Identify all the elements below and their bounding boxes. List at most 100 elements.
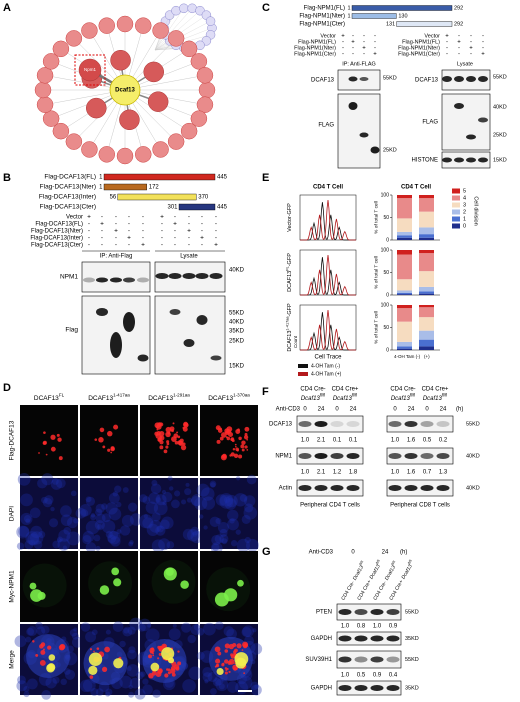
blot-membrane (81, 261, 151, 293)
blot-band (478, 117, 488, 123)
red-signal (243, 672, 246, 675)
condition-sign: - (174, 242, 176, 249)
red-signal (236, 449, 239, 452)
red-signal (215, 658, 221, 664)
condition-sign: - (446, 52, 448, 58)
bar-segment (419, 305, 434, 308)
nucleus-texture (48, 518, 59, 528)
nucleus-texture (129, 513, 143, 526)
condition-sign: + (141, 242, 145, 249)
condition-sign: - (88, 235, 90, 242)
green-signal (88, 665, 98, 675)
label-part: Dcaf13 (369, 564, 382, 581)
condition-sign: - (352, 52, 354, 58)
bar-segment (397, 235, 412, 238)
nucleus-texture (145, 628, 160, 643)
micrograph (140, 405, 198, 476)
blot-band (404, 485, 418, 491)
condition-sign: - (215, 228, 217, 235)
red-signal (177, 661, 182, 666)
network-node (205, 16, 216, 26)
nucleus-texture (167, 475, 173, 481)
nucleus-texture (101, 519, 116, 534)
nucleus-texture (192, 531, 198, 537)
nucleus-texture (41, 496, 48, 504)
green-signal (163, 567, 177, 581)
nucleus-texture (108, 492, 120, 504)
micrograph (80, 405, 138, 476)
nucleus-texture (112, 491, 118, 497)
green-signal (47, 663, 56, 672)
condition-sign: - (215, 221, 217, 228)
red-signal (183, 421, 189, 427)
condition-sign: + (187, 228, 191, 235)
blot-band (314, 485, 328, 491)
red-signal (244, 426, 250, 432)
condition-name: Flag-DCAF13(Cter) (31, 243, 83, 249)
nucleus-texture (63, 527, 71, 535)
legend-swatch (452, 209, 460, 215)
nucleus-texture (252, 628, 257, 633)
label-part: CD4 Cre+ (357, 579, 373, 601)
red-signal (229, 454, 232, 457)
nucleus-texture (128, 541, 134, 547)
nucleus-texture (17, 473, 31, 486)
red-signal (59, 643, 66, 650)
nucleus-texture (30, 531, 44, 545)
nucleus-texture (151, 479, 158, 486)
blot-band (96, 308, 108, 316)
construct-end: 370 (198, 195, 209, 201)
network-node (110, 49, 131, 71)
time-label: 0 (351, 550, 355, 556)
size-marker: 25KD (229, 339, 245, 345)
red-signal (107, 448, 111, 452)
nucleus-texture (90, 514, 97, 521)
row-label: DCAF131-417aa-GFP (286, 303, 294, 352)
time-label: 24 (440, 407, 447, 413)
nucleus-texture (69, 628, 78, 637)
legend-swatch (452, 216, 460, 222)
nucleus-texture (63, 668, 71, 675)
blot-membrane (336, 650, 402, 669)
nucleus-texture (129, 677, 141, 689)
nucleus-texture (142, 517, 154, 529)
bar-segment (397, 292, 412, 295)
red-signal (40, 642, 46, 647)
label-part: -GFP (287, 303, 293, 316)
red-signal (157, 422, 162, 427)
genotype-label: CD4 Cre+ (332, 387, 359, 393)
green-signal (99, 585, 110, 595)
green-signal (29, 582, 37, 590)
nucleus-texture (70, 490, 77, 497)
condition-sign: - (215, 214, 217, 221)
red-signal (238, 436, 242, 441)
time-label: 24 (318, 407, 325, 413)
red-signal (57, 437, 62, 442)
construct-bar (117, 193, 197, 201)
network-node (98, 146, 116, 163)
condition-sign: + (200, 235, 204, 242)
nucleus-texture (127, 649, 137, 660)
label-part: Vector-GFP (287, 203, 293, 232)
network-edge (154, 8, 193, 51)
blot-band (354, 685, 368, 691)
nucleus-texture (235, 476, 241, 481)
condition-sign: - (458, 34, 460, 40)
condition-name: Flag-NPM1(Cter) (294, 51, 336, 57)
red-signal (157, 657, 160, 660)
condition-sign: + (341, 34, 345, 40)
condition-sign: + (351, 40, 355, 46)
condition-sign: - (482, 40, 484, 46)
condition-sign: + (173, 221, 177, 228)
band-quantification: 1.8 (349, 470, 358, 476)
size-marker: 40KD (466, 485, 480, 491)
blot-band (182, 273, 196, 279)
blot-band (454, 76, 464, 82)
histogram-curve (300, 312, 356, 351)
band-quantification: 1.0 (391, 470, 400, 476)
nucleus-texture (107, 531, 121, 545)
nucleus-texture (121, 514, 134, 527)
nucleus-texture (169, 486, 174, 491)
y-tick-label: 50 (383, 270, 389, 276)
red-signal (40, 649, 46, 655)
